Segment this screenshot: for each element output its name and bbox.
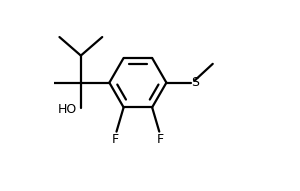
Text: HO: HO [58,103,77,116]
Text: F: F [112,133,118,146]
Text: F: F [157,133,164,146]
Text: S: S [191,76,200,89]
